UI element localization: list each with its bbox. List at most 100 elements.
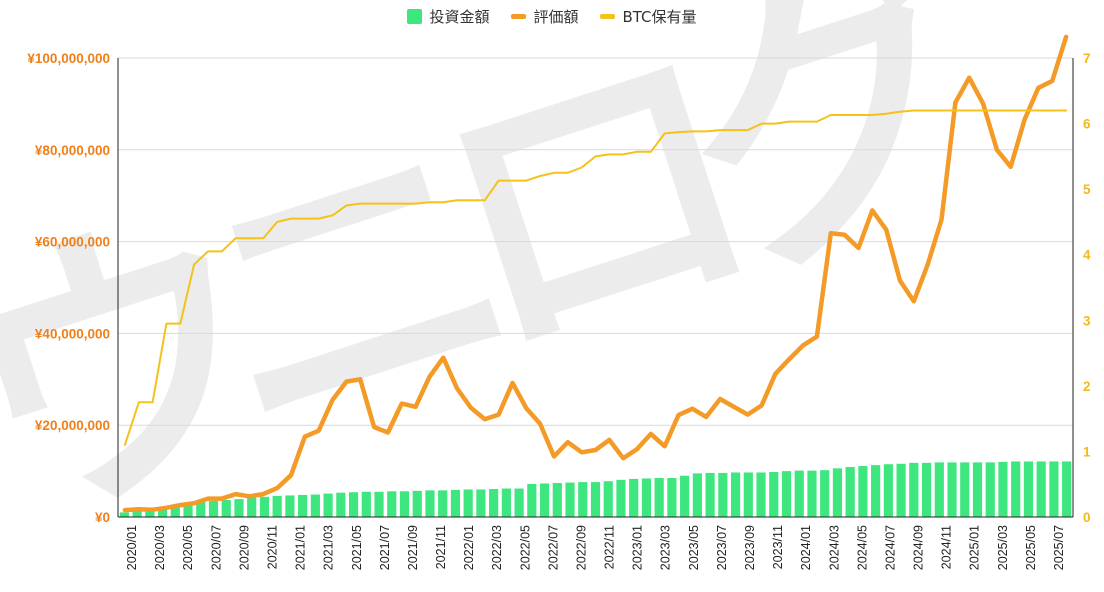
investment-bar [603,481,613,517]
tick-labels: ¥0 ¥20,000,000 ¥40,000,000 ¥60,000,000 ¥80,0… [27,51,1091,570]
investment-bar [807,470,817,517]
investment-bar [374,491,384,517]
x-tick-label: 2020/11 [265,525,279,569]
investment-bar [641,478,652,517]
investment-bar [1011,461,1021,517]
x-tick-label: 2021/03 [322,525,336,570]
investment-bar [667,477,677,517]
x-tick-label: 2022/11 [603,525,617,569]
x-tick-label: 2021/07 [378,525,392,570]
x-tick-label: 2022/05 [518,525,532,570]
x-tick-label: 2021/11 [434,525,448,569]
investment-bar [361,491,371,517]
y-right-tick-label: 0 [1083,510,1091,525]
legend-swatch-valuation [511,14,527,19]
investment-bar [972,462,983,517]
x-tick-label: 2023/05 [687,525,701,570]
x-tick-label: 2020/05 [181,525,195,570]
investment-bar [629,478,639,517]
x-tick-label: 2023/07 [715,525,729,570]
investment-bar [412,490,422,517]
investment-bar [348,492,359,517]
investment-bar [921,462,932,517]
legend-label-investment: 投資金額 [429,8,490,26]
y-left-tick-label: ¥100,000,000 [27,51,110,66]
x-tick-label: 2024/07 [883,525,897,570]
investment-bar [298,494,308,517]
y-left-tick-label: ¥40,000,000 [35,326,110,341]
investment-bar [247,497,257,517]
y-left-tick-label: ¥60,000,000 [35,235,110,250]
y-right-tick-label: 2 [1083,379,1091,394]
y-left-tick-label: ¥20,000,000 [35,418,110,433]
investment-bars [119,461,1072,517]
investment-bar [985,462,995,517]
investment-bar [183,503,193,517]
investment-bar [692,473,702,517]
investment-bar [1036,461,1046,517]
x-tick-label: 2023/11 [771,525,785,569]
chart-legend: 投資金額 評価額 BTC保有量 [0,6,1104,27]
investment-bar [387,491,397,517]
investment-bar [336,492,346,517]
x-tick-label: 2020/09 [237,525,251,570]
investment-bar [489,489,499,517]
investment-bar [769,472,779,517]
y-right-tick-label: 7 [1083,51,1091,66]
investment-bar [718,472,728,517]
investment-bar [590,482,601,517]
investment-bar [998,461,1008,517]
btc-holdings-line [123,109,1068,446]
x-tick-label: 2023/09 [743,525,757,570]
investment-bar [285,495,295,517]
legend-swatch-holdings [600,14,616,19]
investment-bar [947,462,957,517]
investment-bar [539,483,550,517]
investment-bar [654,477,664,517]
investment-bar [450,489,461,517]
investment-bar [501,488,511,517]
investment-bar [781,471,792,517]
x-tick-label: 2020/07 [209,525,223,570]
investment-bar [221,500,231,517]
investment-bar [960,462,970,517]
investment-bar [1023,461,1034,517]
investment-bar [514,488,524,517]
x-tick-label: 2022/09 [574,525,588,570]
x-tick-label: 2024/11 [940,525,954,569]
legend-item-investment: 投資金額 [407,6,489,27]
investment-bar [909,462,919,517]
legend-label-holdings: BTC保有量 [622,8,697,26]
x-tick-label: 2022/03 [490,525,504,570]
investment-bar [527,483,537,517]
x-tick-label: 2025/07 [1052,525,1066,570]
x-tick-label: 2024/05 [855,525,869,570]
y-right-tick-label: 5 [1083,182,1091,197]
investment-bar [1062,461,1072,517]
investment-bar [259,496,270,517]
x-tick-label: 2023/01 [631,525,645,570]
investment-bar [1049,461,1059,517]
investment-bar [883,464,893,517]
x-tick-label: 2023/03 [659,525,673,570]
valuation-line [122,34,1069,513]
investment-bar [858,466,868,517]
x-tick-label: 2022/01 [462,525,476,570]
investment-bar [871,465,881,517]
x-tick-label: 2025/01 [968,525,982,570]
legend-item-valuation: 評価額 [511,6,578,27]
x-tick-label: 2020/03 [153,525,167,570]
investment-bar [565,482,575,517]
series-lines [122,34,1069,513]
investment-bar [756,472,766,517]
x-tick-label: 2024/09 [912,525,926,570]
x-tick-label: 2020/01 [125,525,139,570]
y-right-tick-label: 4 [1083,248,1091,263]
investment-bar [616,479,626,517]
axes [117,58,1074,518]
investment-bar [832,468,843,517]
investment-bar [196,501,206,517]
investment-bar [934,462,944,517]
y-right-tick-label: 6 [1083,117,1091,132]
